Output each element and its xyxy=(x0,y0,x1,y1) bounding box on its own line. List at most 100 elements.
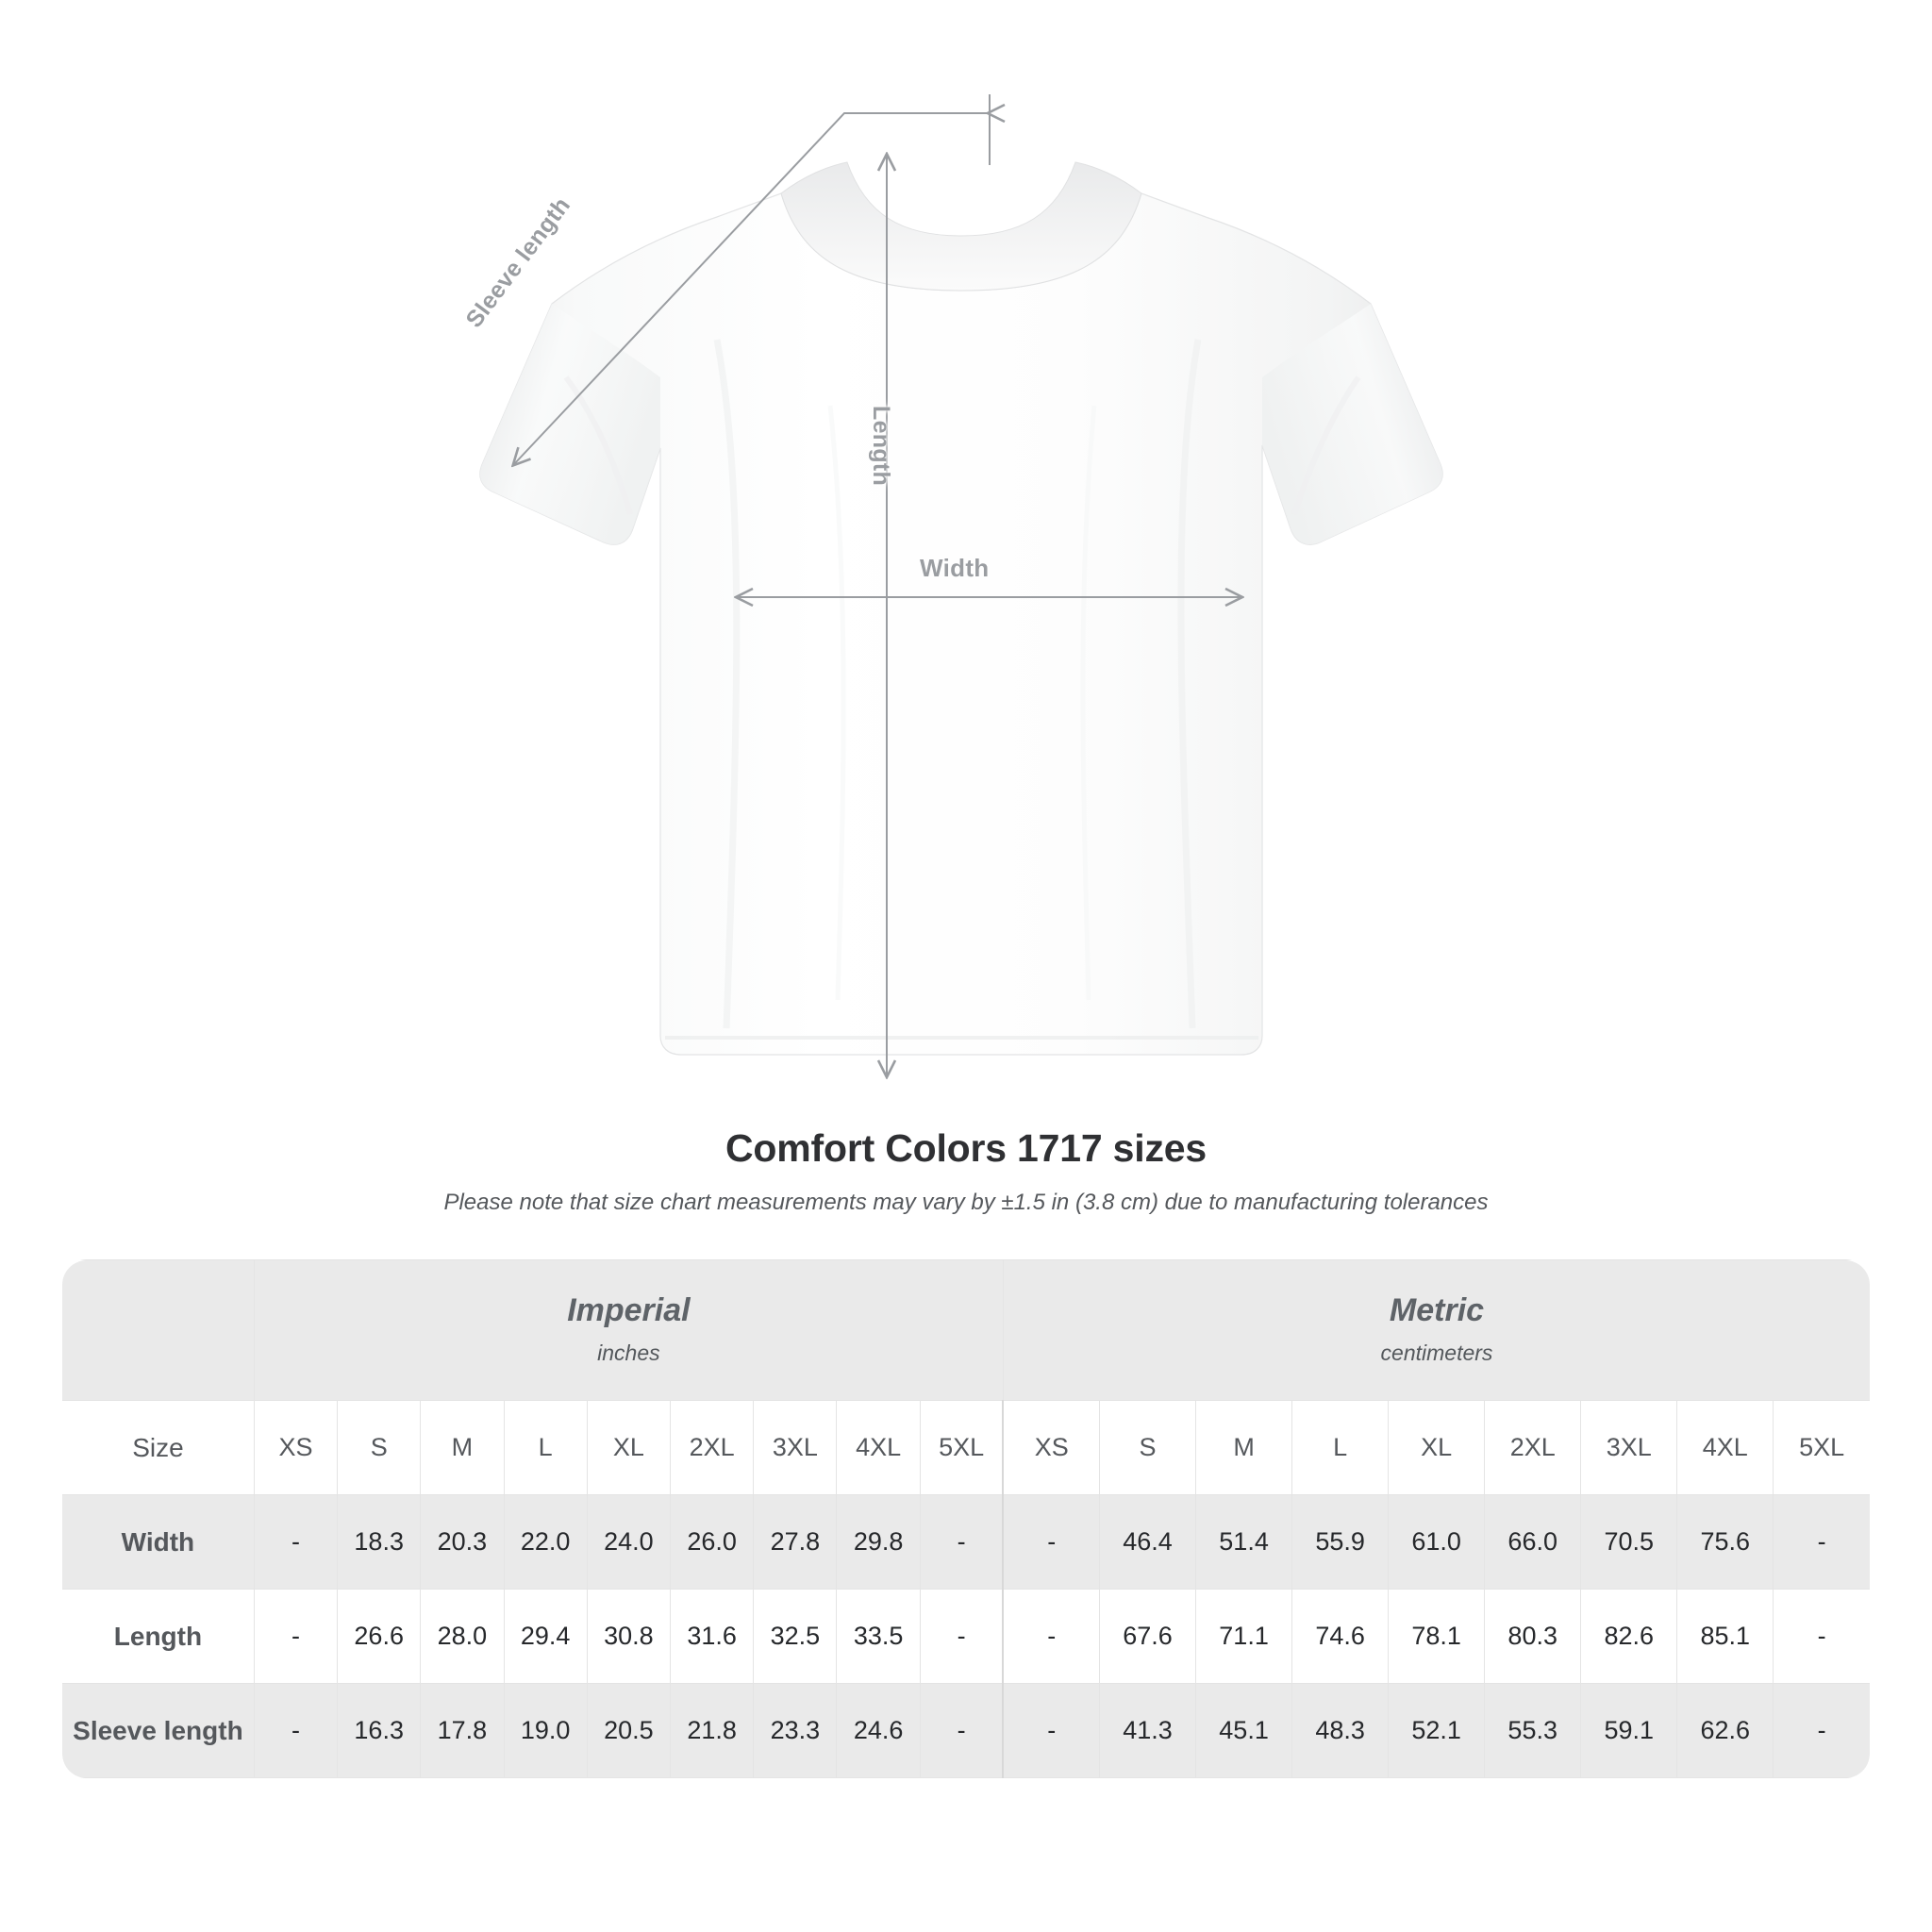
size-header-metric-3xl: 3XL xyxy=(1580,1400,1678,1495)
cell-length-imperial-s: 26.6 xyxy=(337,1589,422,1684)
width-annotation: Width xyxy=(920,554,990,582)
metric-title: Metric xyxy=(1389,1292,1485,1328)
cell-width-metric-xl: 61.0 xyxy=(1388,1494,1486,1590)
sleeve-length-measure-line xyxy=(514,94,990,464)
cell-length-metric-m: 71.1 xyxy=(1195,1589,1293,1684)
size-header-row: Size XS S M L XL 2XL 3XL 4XL 5XL XS S M … xyxy=(62,1400,1870,1495)
cell-length-metric-xs: - xyxy=(1002,1589,1101,1684)
cell-length-metric-l: 74.6 xyxy=(1291,1589,1390,1684)
table-row: Sleeve length - 16.3 17.8 19.0 20.5 21.8… xyxy=(62,1683,1870,1778)
cell-length-metric-5xl: - xyxy=(1773,1589,1870,1684)
size-header-metric-m: M xyxy=(1195,1400,1293,1495)
cell-length-metric-s: 67.6 xyxy=(1098,1589,1197,1684)
cell-sleeve-metric-m: 45.1 xyxy=(1195,1683,1293,1778)
cell-width-metric-xs: - xyxy=(1002,1494,1101,1590)
size-header-imperial-5xl: 5XL xyxy=(919,1400,1004,1495)
cell-width-imperial-2xl: 26.0 xyxy=(670,1494,755,1590)
cell-sleeve-imperial-5xl: - xyxy=(919,1683,1004,1778)
size-table-container: Imperial inches Metric centimeters Size … xyxy=(62,1259,1870,1778)
cell-sleeve-imperial-4xl: 24.6 xyxy=(836,1683,921,1778)
size-header-metric-2xl: 2XL xyxy=(1484,1400,1582,1495)
imperial-subtitle: inches xyxy=(597,1341,660,1365)
cell-sleeve-metric-3xl: 59.1 xyxy=(1580,1683,1678,1778)
cell-sleeve-metric-l: 48.3 xyxy=(1291,1683,1390,1778)
cell-width-imperial-xs: - xyxy=(253,1494,339,1590)
cell-sleeve-imperial-xs: - xyxy=(253,1683,339,1778)
cell-sleeve-metric-4xl: 62.6 xyxy=(1676,1683,1774,1778)
cell-sleeve-imperial-s: 16.3 xyxy=(337,1683,422,1778)
cell-sleeve-imperial-xl: 20.5 xyxy=(586,1683,672,1778)
tolerance-note: Please note that size chart measurements… xyxy=(443,1190,1489,1215)
size-header-imperial-m: M xyxy=(420,1400,505,1495)
size-header-imperial-xl: XL xyxy=(586,1400,672,1495)
metric-subtitle: centimeters xyxy=(1380,1341,1493,1365)
size-header-metric-xl: XL xyxy=(1388,1400,1486,1495)
cell-length-metric-3xl: 82.6 xyxy=(1580,1589,1678,1684)
cell-length-metric-4xl: 85.1 xyxy=(1676,1589,1774,1684)
cell-length-imperial-4xl: 33.5 xyxy=(836,1589,921,1684)
cell-width-imperial-l: 22.0 xyxy=(503,1494,588,1590)
table-row: Length - 26.6 28.0 29.4 30.8 31.6 32.5 3… xyxy=(62,1589,1870,1684)
cell-length-imperial-3xl: 32.5 xyxy=(753,1589,838,1684)
cell-width-imperial-4xl: 29.8 xyxy=(836,1494,921,1590)
size-header-imperial-4xl: 4XL xyxy=(836,1400,921,1495)
cell-length-imperial-xl: 30.8 xyxy=(586,1589,672,1684)
cell-sleeve-imperial-l: 19.0 xyxy=(503,1683,588,1778)
size-header-metric-l: L xyxy=(1291,1400,1390,1495)
length-annotation: Length xyxy=(868,406,894,487)
tshirt-illustration: Sleeve length Length Width xyxy=(460,94,1443,1123)
cell-width-metric-s: 46.4 xyxy=(1098,1494,1197,1590)
size-header-imperial-s: S xyxy=(337,1400,422,1495)
size-header-metric-s: S xyxy=(1098,1400,1197,1495)
size-header-imperial-xs: XS xyxy=(253,1400,339,1495)
cell-length-imperial-2xl: 31.6 xyxy=(670,1589,755,1684)
cell-sleeve-metric-s: 41.3 xyxy=(1098,1683,1197,1778)
cell-length-imperial-xs: - xyxy=(253,1589,339,1684)
cell-width-imperial-m: 20.3 xyxy=(420,1494,505,1590)
size-header-imperial-l: L xyxy=(503,1400,588,1495)
size-table: Imperial inches Metric centimeters Size … xyxy=(62,1259,1870,1778)
size-header-metric-xs: XS xyxy=(1002,1400,1101,1495)
table-row: Width - 18.3 20.3 22.0 24.0 26.0 27.8 29… xyxy=(62,1494,1870,1590)
cell-width-metric-l: 55.9 xyxy=(1291,1494,1390,1590)
cell-length-metric-xl: 78.1 xyxy=(1388,1589,1486,1684)
row-label-width: Width xyxy=(62,1494,255,1590)
row-label-length: Length xyxy=(62,1589,255,1684)
cell-sleeve-metric-xs: - xyxy=(1002,1683,1101,1778)
cell-width-metric-2xl: 66.0 xyxy=(1484,1494,1582,1590)
tshirt-shape xyxy=(479,161,1443,1056)
size-header-metric-5xl: 5XL xyxy=(1773,1400,1870,1495)
cell-length-metric-2xl: 80.3 xyxy=(1484,1589,1582,1684)
size-label-cell: Size xyxy=(62,1400,255,1495)
size-header-metric-4xl: 4XL xyxy=(1676,1400,1774,1495)
page-title: Comfort Colors 1717 sizes xyxy=(725,1126,1207,1170)
tshirt-svg xyxy=(479,94,1443,1123)
tshirt-diagram: Sleeve length Length Width xyxy=(460,94,1443,1123)
title-block: Comfort Colors 1717 sizes Please note th… xyxy=(0,1126,1932,1216)
cell-length-imperial-m: 28.0 xyxy=(420,1589,505,1684)
cell-sleeve-imperial-3xl: 23.3 xyxy=(753,1683,838,1778)
row-label-sleeve-length: Sleeve length xyxy=(62,1683,255,1778)
cell-width-metric-4xl: 75.6 xyxy=(1676,1494,1774,1590)
size-header-imperial-3xl: 3XL xyxy=(753,1400,838,1495)
unit-spacer-cell xyxy=(62,1259,255,1401)
cell-width-imperial-s: 18.3 xyxy=(337,1494,422,1590)
cell-width-metric-m: 51.4 xyxy=(1195,1494,1293,1590)
cell-width-metric-3xl: 70.5 xyxy=(1580,1494,1678,1590)
cell-sleeve-metric-5xl: - xyxy=(1773,1683,1870,1778)
imperial-header-cell: Imperial inches xyxy=(253,1259,1004,1401)
cell-width-imperial-5xl: - xyxy=(919,1494,1004,1590)
unit-header-row: Imperial inches Metric centimeters xyxy=(62,1259,1870,1401)
cell-sleeve-imperial-m: 17.8 xyxy=(420,1683,505,1778)
metric-header-cell: Metric centimeters xyxy=(1002,1259,1870,1401)
cell-width-imperial-xl: 24.0 xyxy=(586,1494,672,1590)
cell-length-imperial-5xl: - xyxy=(919,1589,1004,1684)
cell-width-imperial-3xl: 27.8 xyxy=(753,1494,838,1590)
size-header-imperial-2xl: 2XL xyxy=(670,1400,755,1495)
imperial-title: Imperial xyxy=(567,1292,691,1328)
cell-width-metric-5xl: - xyxy=(1773,1494,1870,1590)
cell-length-imperial-l: 29.4 xyxy=(503,1589,588,1684)
cell-sleeve-metric-2xl: 55.3 xyxy=(1484,1683,1582,1778)
cell-sleeve-imperial-2xl: 21.8 xyxy=(670,1683,755,1778)
